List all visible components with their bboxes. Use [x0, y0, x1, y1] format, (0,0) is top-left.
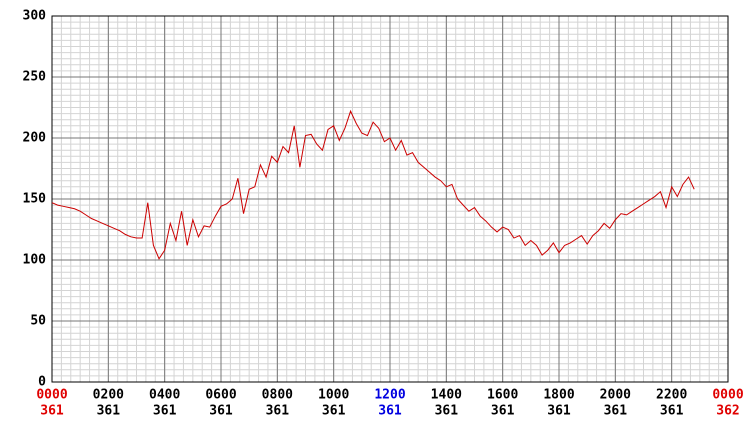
plot-border — [51, 15, 729, 383]
x-tick-label: 0000 — [712, 388, 743, 403]
y-tick-label: 100 — [23, 253, 47, 268]
y-tick-label: 150 — [23, 192, 47, 207]
x-tick-day: 361 — [266, 404, 290, 419]
y-tick-label: 200 — [23, 131, 47, 146]
x-tick-day: 361 — [435, 404, 459, 419]
x-tick-label: 2200 — [656, 388, 687, 403]
x-tick-label: 1200 — [374, 388, 405, 403]
x-tick-day: 361 — [40, 404, 64, 419]
y-tick-label: 50 — [30, 314, 46, 329]
x-tick-day: 361 — [97, 404, 121, 419]
y-tick-label: 250 — [23, 70, 47, 85]
x-tick-day: 361 — [604, 404, 628, 419]
x-tick-label: 1400 — [431, 388, 462, 403]
x-tick-day: 361 — [209, 404, 233, 419]
x-tick-day: 361 — [378, 404, 402, 419]
x-tick-label: 1800 — [543, 388, 574, 403]
x-tick-day: 361 — [322, 404, 346, 419]
x-tick-label: 2000 — [600, 388, 631, 403]
x-tick-day: 361 — [660, 404, 684, 419]
x-tick-label: 0800 — [262, 388, 293, 403]
x-tick-day: 361 — [153, 404, 177, 419]
x-tick-label: 1600 — [487, 388, 518, 403]
x-tick-label: 0400 — [149, 388, 180, 403]
x-tick-label: 1000 — [318, 388, 349, 403]
x-tick-label: 0600 — [205, 388, 236, 403]
y-tick-label: 300 — [23, 9, 47, 24]
y-tick-label: 0 — [38, 375, 46, 390]
x-tick-day: 361 — [491, 404, 515, 419]
x-tick-day: 361 — [547, 404, 571, 419]
x-tick-label: 0000 — [36, 388, 67, 403]
x-tick-label: 0200 — [93, 388, 124, 403]
x-tick-day: 362 — [716, 404, 739, 419]
data-line — [51, 109, 695, 260]
